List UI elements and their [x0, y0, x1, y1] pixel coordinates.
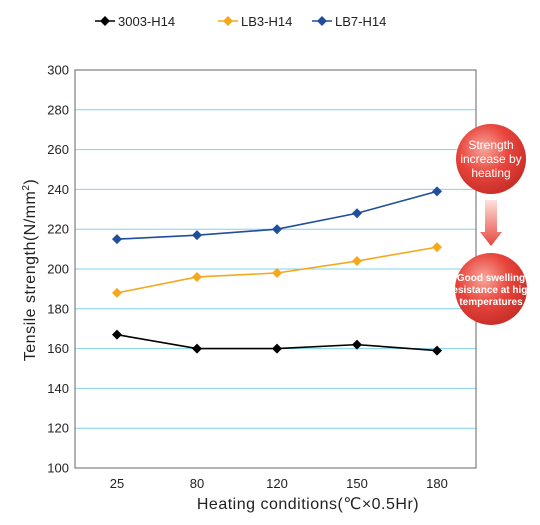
series-3003-H14	[112, 329, 442, 356]
callout-circle	[455, 253, 527, 325]
y-axis-title-superscript: 2	[21, 185, 32, 191]
data-point	[192, 271, 202, 282]
legend-swatch-marker	[100, 16, 110, 26]
legend-swatch-marker	[317, 16, 327, 26]
data-point	[432, 242, 442, 253]
y-tick-label: 240	[47, 182, 69, 197]
y-tick-label: 260	[47, 142, 69, 157]
data-point	[352, 339, 362, 350]
x-tick-label: 150	[346, 476, 368, 491]
callout-text-line: temperatures	[459, 297, 523, 308]
legend-item: 3003-H14	[95, 14, 175, 29]
legend-label: LB3-H14	[241, 14, 292, 29]
callout-text-line: resistance at high	[448, 285, 533, 296]
down-arrow	[480, 200, 502, 246]
y-tick-label: 180	[47, 301, 69, 316]
y-tick-label: 120	[47, 421, 69, 436]
y-axis-title: Tensile strength(N/mm2)	[21, 179, 39, 361]
data-point	[112, 329, 122, 340]
legend-label: 3003-H14	[118, 14, 175, 29]
data-point	[272, 343, 282, 354]
data-point	[112, 234, 122, 245]
data-point	[272, 224, 282, 235]
y-tick-labels: 100 120 140 160 180 200 220 240 260 280 300	[47, 63, 69, 476]
y-tick-label: 140	[47, 381, 69, 396]
y-tick-label: 280	[47, 102, 69, 117]
y-tick-label: 300	[47, 63, 69, 78]
x-tick-label: 180	[426, 476, 448, 491]
x-tick-label: 120	[266, 476, 288, 491]
legend-item: LB3-H14	[218, 14, 292, 29]
data-point	[112, 287, 122, 298]
callout-text-line: heating	[471, 166, 510, 180]
legend-label: LB7-H14	[335, 14, 386, 29]
y-tick-label: 100	[47, 461, 69, 476]
y-tick-label: 160	[47, 341, 69, 356]
arrow-shape	[480, 200, 502, 246]
legend-swatch-marker	[223, 16, 233, 26]
series-LB7-H14	[112, 186, 442, 245]
data-point	[352, 208, 362, 219]
data-point	[192, 230, 202, 241]
legend: 3003-H14 LB3-H14 LB7-H14	[95, 14, 386, 29]
callout-text-line: Good swelling	[457, 273, 525, 284]
data-series	[112, 186, 442, 356]
legend-item: LB7-H14	[312, 14, 386, 29]
gridlines	[75, 109, 476, 429]
data-point	[352, 256, 362, 267]
callout-text-line: Strength	[468, 138, 513, 152]
data-point	[432, 186, 442, 197]
data-point	[432, 345, 442, 356]
y-axis-title-close: )	[22, 179, 39, 185]
x-tick-label: 25	[110, 476, 124, 491]
y-tick-label: 220	[47, 222, 69, 237]
callout-text-line: increase by	[460, 152, 521, 166]
y-axis-title-main: Tensile strength(N/mm	[22, 191, 39, 362]
data-point	[192, 343, 202, 354]
x-tick-labels: 25 80 120 150 180	[110, 476, 448, 491]
x-tick-label: 80	[190, 476, 204, 491]
x-axis-title: Heating conditions(℃×0.5Hr)	[197, 496, 419, 513]
y-tick-label: 200	[47, 262, 69, 277]
callout-circle	[456, 124, 526, 194]
data-point	[272, 267, 282, 278]
series-LB3-H14	[112, 242, 442, 298]
